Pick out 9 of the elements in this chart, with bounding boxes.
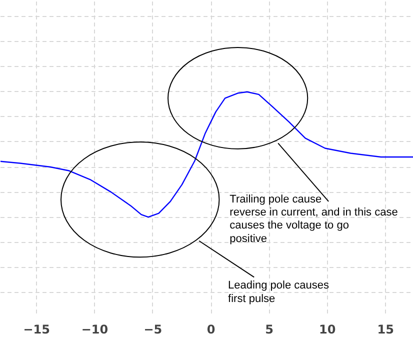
x-tick-label: 10 — [319, 322, 336, 336]
x-tick-label: 5 — [265, 322, 274, 336]
text: Leading pole causes first pulse — [228, 280, 330, 305]
x-tick-label: −10 — [81, 322, 108, 336]
x-tick-label: −5 — [144, 322, 162, 336]
annotation: Trailing pole cause reverse in current, and in this case causes the voltage to go positive — [230, 193, 398, 245]
x-tick-label: 15 — [377, 322, 394, 336]
x-tick-label: 0 — [206, 322, 216, 336]
x-tick-label: −15 — [23, 322, 50, 336]
